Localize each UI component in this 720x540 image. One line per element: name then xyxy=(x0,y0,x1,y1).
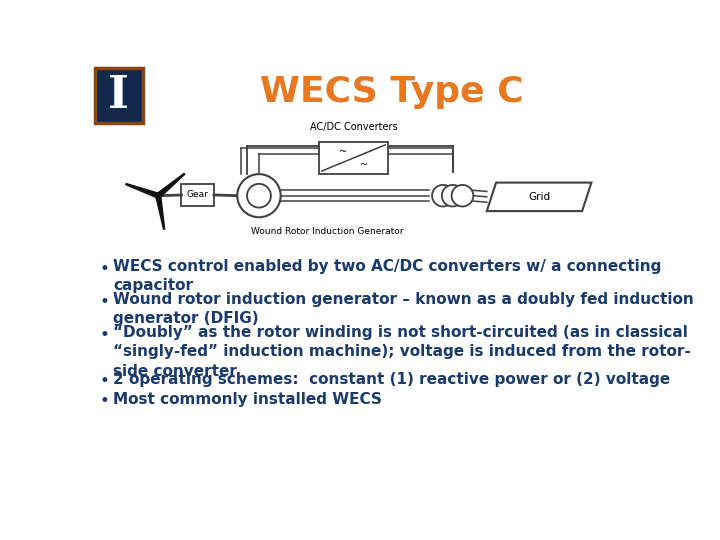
Text: AC/DC Converters: AC/DC Converters xyxy=(310,122,397,132)
Text: 2 operating schemes:  constant (1) reactive power or (2) voltage: 2 operating schemes: constant (1) reacti… xyxy=(113,372,670,387)
FancyBboxPatch shape xyxy=(181,184,214,206)
Text: Wound rotor induction generator – known as a doubly fed induction
generator (DFI: Wound rotor induction generator – known … xyxy=(113,292,694,326)
FancyBboxPatch shape xyxy=(94,68,143,123)
Text: ~: ~ xyxy=(360,160,368,170)
Text: Grid: Grid xyxy=(528,192,550,202)
Text: WECS control enabled by two AC/DC converters w/ a connecting
capacitor: WECS control enabled by two AC/DC conver… xyxy=(113,259,662,293)
Text: •: • xyxy=(99,393,109,410)
Circle shape xyxy=(442,185,464,206)
Polygon shape xyxy=(157,173,185,198)
Text: WECS Type C: WECS Type C xyxy=(261,75,524,109)
Text: Gear: Gear xyxy=(186,191,209,199)
Circle shape xyxy=(451,185,473,206)
Text: I: I xyxy=(108,74,129,117)
Circle shape xyxy=(155,193,161,199)
Polygon shape xyxy=(156,195,165,229)
Polygon shape xyxy=(487,183,591,211)
FancyBboxPatch shape xyxy=(319,142,388,174)
Text: •: • xyxy=(99,372,109,390)
Text: ~: ~ xyxy=(339,147,347,157)
Text: “Doubly” as the rotor winding is not short-circuited (as in classical
“singly-fe: “Doubly” as the rotor winding is not sho… xyxy=(113,325,691,379)
Circle shape xyxy=(247,184,271,207)
Circle shape xyxy=(238,174,281,217)
Polygon shape xyxy=(126,184,159,198)
Text: •: • xyxy=(99,260,109,278)
Text: Wound Rotor Induction Generator: Wound Rotor Induction Generator xyxy=(251,226,404,235)
Text: •: • xyxy=(99,326,109,344)
Circle shape xyxy=(432,185,454,206)
Text: •: • xyxy=(99,293,109,311)
Text: Most commonly installed WECS: Most commonly installed WECS xyxy=(113,392,382,407)
